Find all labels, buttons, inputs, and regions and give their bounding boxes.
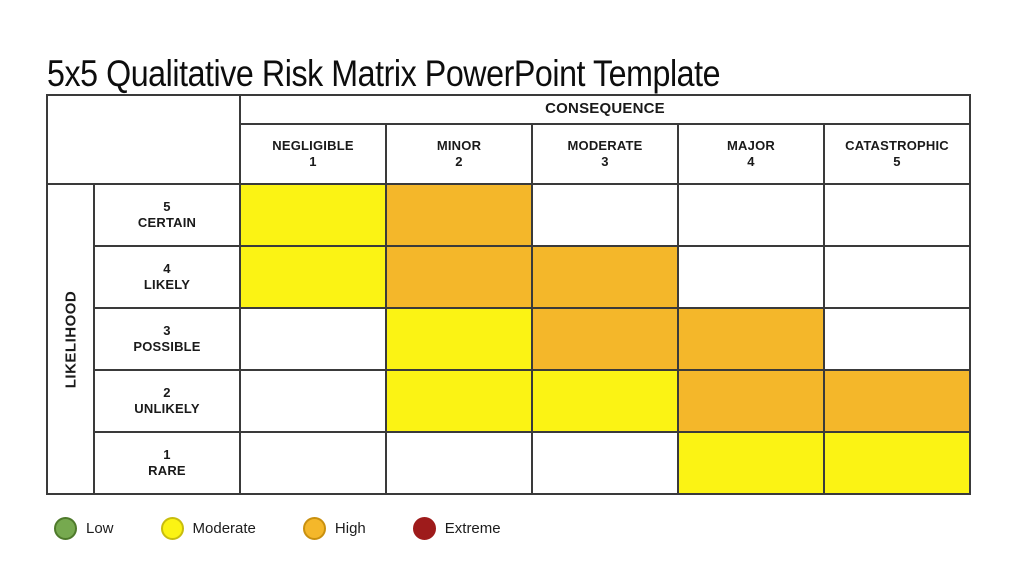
- col-header-moderate: MODERATE 3: [533, 125, 677, 183]
- matrix-cell-r3c3: [533, 309, 677, 369]
- matrix-corner-cell: [48, 96, 239, 183]
- legend-item-moderate: Moderate: [160, 517, 256, 540]
- row-header-label: CERTAIN: [137, 215, 197, 230]
- risk-legend: Low Moderate High Extreme: [54, 517, 501, 540]
- col-header-value: 1: [309, 154, 317, 169]
- row-header-label: RARE: [148, 463, 186, 478]
- likelihood-header: LIKELIHOOD: [48, 185, 93, 493]
- col-header-negligible: NEGLIGIBLE 1: [241, 125, 385, 183]
- matrix-cell-r2c3: [533, 371, 677, 431]
- col-header-major: MAJOR 4: [679, 125, 823, 183]
- col-header-value: 2: [455, 154, 463, 169]
- matrix-cell-r3c2: [387, 309, 531, 369]
- matrix-cell-r4c1: [241, 247, 385, 307]
- legend-label: High: [334, 520, 366, 537]
- matrix-cell-r5c2: [387, 185, 531, 245]
- matrix-cell-r4c3: [533, 247, 677, 307]
- legend-item-high: High: [302, 517, 366, 540]
- row-header-possible: 3 POSSIBLE: [95, 309, 239, 369]
- matrix-cell-r4c2: [387, 247, 531, 307]
- moderate-circle-icon: [160, 517, 184, 540]
- row-header-certain: 5 CERTAIN: [95, 185, 239, 245]
- matrix-cell-r2c1: [241, 371, 385, 431]
- matrix-cell-r3c1: [241, 309, 385, 369]
- matrix-cell-r4c4: [679, 247, 823, 307]
- row-header-value: 1: [163, 446, 171, 462]
- matrix-cell-r5c5: [825, 185, 969, 245]
- matrix-cell-r1c5: [825, 433, 969, 493]
- consequence-header: CONSEQUENCE: [241, 96, 969, 123]
- matrix-cell-r5c1: [241, 185, 385, 245]
- col-header-value: 5: [893, 154, 901, 169]
- col-header-value: 4: [747, 154, 755, 169]
- row-header-value: 3: [163, 322, 171, 338]
- high-circle-icon: [302, 517, 326, 540]
- matrix-cell-r5c3: [533, 185, 677, 245]
- matrix-cell-r1c4: [679, 433, 823, 493]
- likelihood-header-text: LIKELIHOOD: [62, 290, 79, 388]
- legend-item-extreme: Extreme: [412, 517, 501, 540]
- matrix-cell-r3c5: [825, 309, 969, 369]
- row-header-value: 5: [163, 198, 171, 214]
- matrix-cell-r1c3: [533, 433, 677, 493]
- matrix-cell-r2c5: [825, 371, 969, 431]
- legend-item-low: Low: [54, 517, 114, 540]
- matrix-cell-r1c2: [387, 433, 531, 493]
- low-circle-icon: [54, 517, 77, 540]
- col-header-label: CATASTROPHIC: [845, 137, 949, 153]
- col-header-label: MAJOR: [727, 137, 775, 153]
- matrix-cell-r3c4: [679, 309, 823, 369]
- matrix-cell-r5c4: [679, 185, 823, 245]
- row-header-value: 4: [163, 260, 171, 276]
- risk-matrix-table: CONSEQUENCE NEGLIGIBLE 1 MINOR 2 MODERAT…: [46, 94, 971, 495]
- row-header-label: UNLIKELY: [134, 401, 200, 416]
- matrix-cell-r2c4: [679, 371, 823, 431]
- legend-label: Low: [86, 520, 114, 537]
- row-header-unlikely: 2 UNLIKELY: [95, 371, 239, 431]
- matrix-cell-r4c5: [825, 247, 969, 307]
- matrix-cell-r2c2: [387, 371, 531, 431]
- legend-label: Moderate: [192, 520, 256, 537]
- col-header-catastrophic: CATASTROPHIC 5: [825, 125, 969, 183]
- extreme-circle-icon: [412, 517, 436, 540]
- col-header-value: 3: [601, 154, 609, 169]
- col-header-label: MINOR: [436, 137, 482, 153]
- row-header-rare: 1 RARE: [95, 433, 239, 493]
- row-header-label: POSSIBLE: [133, 339, 201, 354]
- slide-title: 5x5 Qualitative Risk Matrix PowerPoint T…: [47, 52, 721, 94]
- row-header-value: 2: [163, 384, 171, 400]
- row-header-likely: 4 LIKELY: [95, 247, 239, 307]
- row-header-label: LIKELY: [143, 277, 191, 292]
- matrix-cell-r1c1: [241, 433, 385, 493]
- col-header-label: NEGLIGIBLE: [272, 137, 354, 153]
- col-header-label: MODERATE: [567, 137, 643, 153]
- col-header-minor: MINOR 2: [387, 125, 531, 183]
- legend-label: Extreme: [444, 520, 501, 537]
